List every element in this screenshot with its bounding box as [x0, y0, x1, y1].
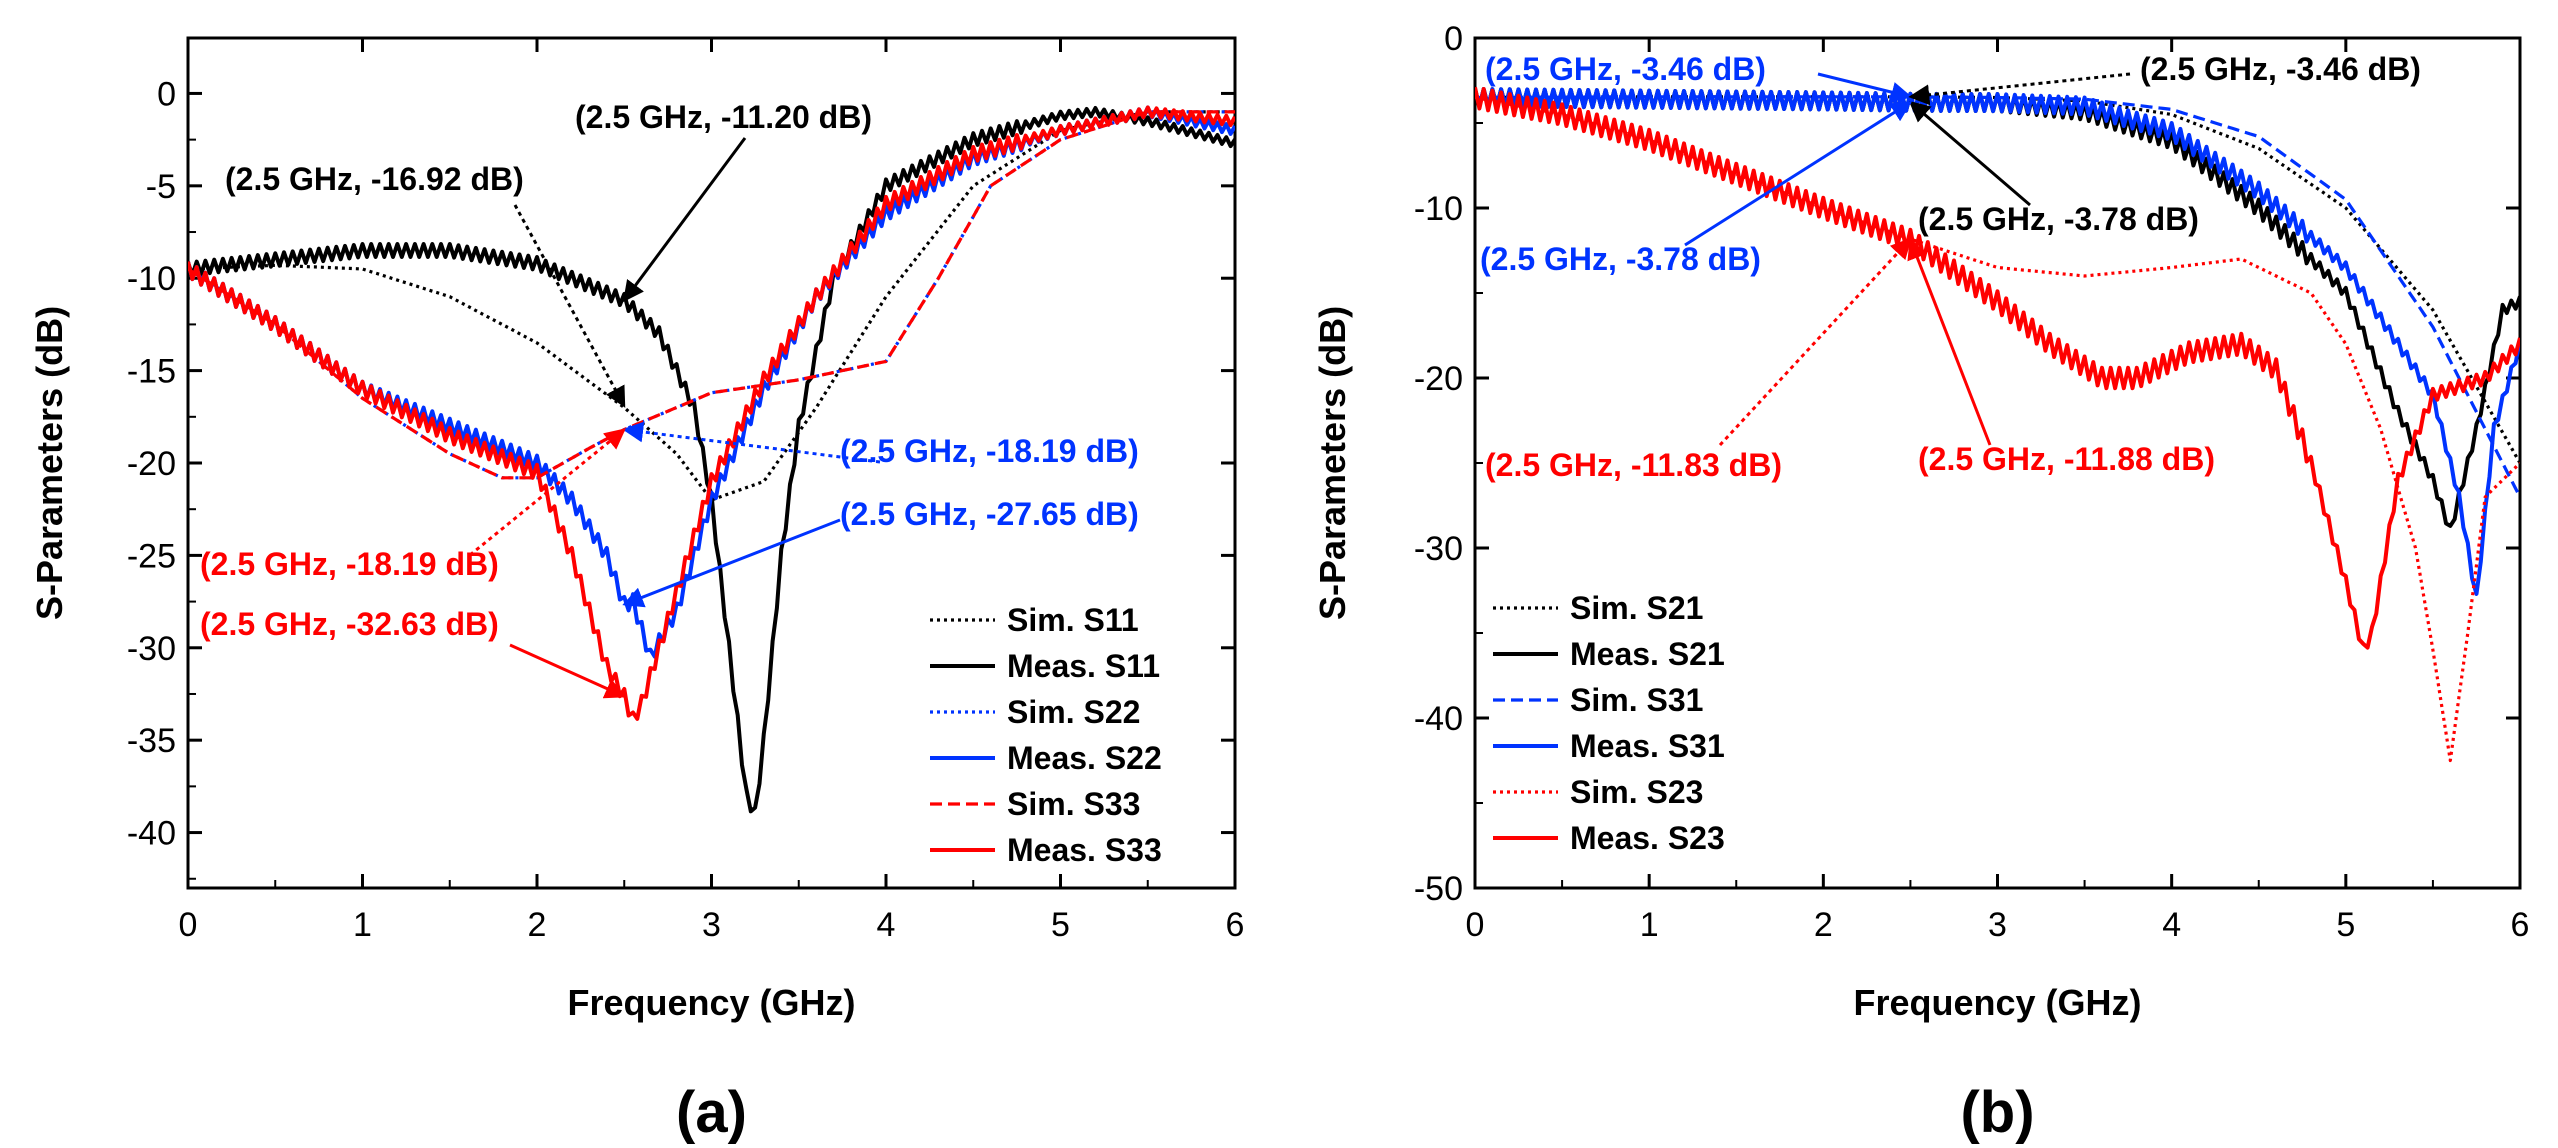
- annotation-label: (2.5 GHz, -11.88 dB): [1918, 441, 2215, 477]
- series-group: [1475, 86, 2520, 763]
- x-tick-label: 3: [1988, 906, 2007, 944]
- x-tick-label: 2: [528, 906, 547, 944]
- x-tick-label: 1: [1640, 906, 1659, 944]
- y-tick-label: -30: [1414, 530, 1463, 568]
- legend-entry: Sim. S11: [1007, 602, 1139, 638]
- y-tick-label: -40: [1414, 700, 1463, 738]
- legend-entry: Meas. S11: [1007, 648, 1160, 684]
- series-line-meas-s31: [1475, 87, 2520, 596]
- legend-entry: Meas. S31: [1570, 728, 1725, 764]
- y-tick-label: 0: [1444, 20, 1463, 58]
- series-line-sim-s21: [1475, 95, 2520, 464]
- y-tick-label: 0: [157, 75, 176, 113]
- annotation-label: (2.5 GHz, -3.46 dB): [2140, 51, 2421, 87]
- panel-label: (b): [1960, 1080, 2034, 1145]
- x-tick-label: 5: [1051, 906, 1070, 944]
- panel-label: (a): [676, 1080, 747, 1145]
- annotation-arrow: [1908, 72, 2131, 106]
- annotation-arrow: [1718, 237, 1912, 447]
- x-tick-label: 0: [179, 906, 198, 944]
- annotation-label: (2.5 GHz, -16.92 dB): [225, 161, 524, 197]
- annotation-arrow: [1907, 238, 1992, 446]
- y-tick-label: -10: [127, 260, 176, 298]
- annotation-arrow: [1684, 100, 1913, 247]
- annotation-label: (2.5 GHz, -11.83 dB): [1485, 447, 1782, 483]
- annotation-arrow: [509, 643, 627, 699]
- legend-entry: Meas. S21: [1570, 636, 1725, 672]
- y-axis-label: S-Parameters (dB): [1312, 306, 1353, 620]
- legend-entry: Meas. S23: [1570, 820, 1725, 856]
- legend-entry: Sim. S33: [1007, 786, 1140, 822]
- y-axis-label: S-Parameters (dB): [29, 306, 70, 620]
- x-tick-label: 0: [1466, 906, 1485, 944]
- legend: Sim. S11 Meas. S11 Sim. S22 Meas. S22 Sim. S…: [930, 602, 1162, 868]
- series-line-meas-s33: [188, 105, 1235, 721]
- annotation-label: (2.5 GHz, -32.63 dB): [200, 606, 499, 642]
- annotation-arrow: [622, 518, 841, 608]
- legend-entry: Meas. S22: [1007, 740, 1162, 776]
- legend-entry: Sim. S22: [1007, 694, 1140, 730]
- annotation-arrow: [469, 428, 626, 557]
- x-tick-label: 3: [702, 906, 721, 944]
- x-tick-label: 6: [1226, 906, 1245, 944]
- annotations: (2.5 GHz, -3.46 dB) (2.5 GHz, -3.46 dB) (2…: [1480, 51, 2421, 483]
- legend: Sim. S21 Meas. S21 Sim. S31 Meas. S31 Sim. S…: [1493, 590, 1725, 856]
- x-axis-label: Frequency (GHz): [567, 982, 855, 1023]
- legend-entry: Sim. S23: [1570, 774, 1703, 810]
- y-tick-label: -20: [1414, 360, 1463, 398]
- x-tick-label: 2: [1814, 906, 1833, 944]
- annotation-label: (2.5 GHz, -3.78 dB): [1480, 241, 1761, 277]
- x-tick-label: 4: [2162, 906, 2181, 944]
- x-tick-label: 5: [2336, 906, 2355, 944]
- annotation-arrow: [622, 137, 747, 303]
- annotation-label: (2.5 GHz, -3.78 dB): [1918, 201, 2199, 237]
- annotation-arrow: [513, 204, 626, 408]
- panel-b: 0 1 2 3 4 5 6 0 -10 -20 -30 -40 -50 Frequency (GHz) S-…: [1312, 20, 2529, 1145]
- y-tick-label: -30: [127, 630, 176, 668]
- series-group: [188, 105, 1235, 814]
- annotation-label: (2.5 GHz, -18.19 dB): [840, 433, 1139, 469]
- y-tick-label: -50: [1414, 870, 1463, 908]
- x-axis-label: Frequency (GHz): [1853, 982, 2141, 1023]
- x-tick-label: 4: [877, 906, 896, 944]
- legend-entry: Meas. S33: [1007, 832, 1162, 868]
- annotation-label: (2.5 GHz, -11.20 dB): [575, 99, 872, 135]
- y-tick-label: -25: [127, 537, 176, 575]
- annotation-label: (2.5 GHz, -18.19 dB): [200, 546, 499, 582]
- y-tick-label: -40: [127, 815, 176, 853]
- y-tick-label: -20: [127, 445, 176, 483]
- y-tick-label: -35: [127, 722, 176, 760]
- annotations: (2.5 GHz, -11.20 dB) (2.5 GHz, -16.92 dB)…: [200, 99, 1139, 699]
- annotation-arrow: [1908, 100, 2031, 207]
- annotation-arrow: [622, 421, 881, 464]
- x-tick-label: 6: [2511, 906, 2530, 944]
- annotation-label: (2.5 GHz, -3.46 dB): [1485, 51, 1766, 87]
- legend-entry: Sim. S31: [1570, 682, 1703, 718]
- annotation-arrow: [1817, 72, 1913, 103]
- y-tick-label: -10: [1414, 190, 1463, 228]
- x-tick-label: 1: [353, 906, 372, 944]
- panel-a: 0 1 2 3 4 5 6 0 -5 -10 -15 -20 -25 -30 -35 -40 Frequency…: [29, 36, 1245, 1145]
- annotation-label: (2.5 GHz, -27.65 dB): [840, 496, 1139, 532]
- legend-entry: Sim. S21: [1570, 590, 1703, 626]
- y-tick-label: -15: [127, 353, 176, 391]
- y-tick-label: -5: [146, 168, 176, 206]
- series-line-sim-s33: [188, 110, 1235, 480]
- series-line-meas-s23: [1475, 86, 2520, 650]
